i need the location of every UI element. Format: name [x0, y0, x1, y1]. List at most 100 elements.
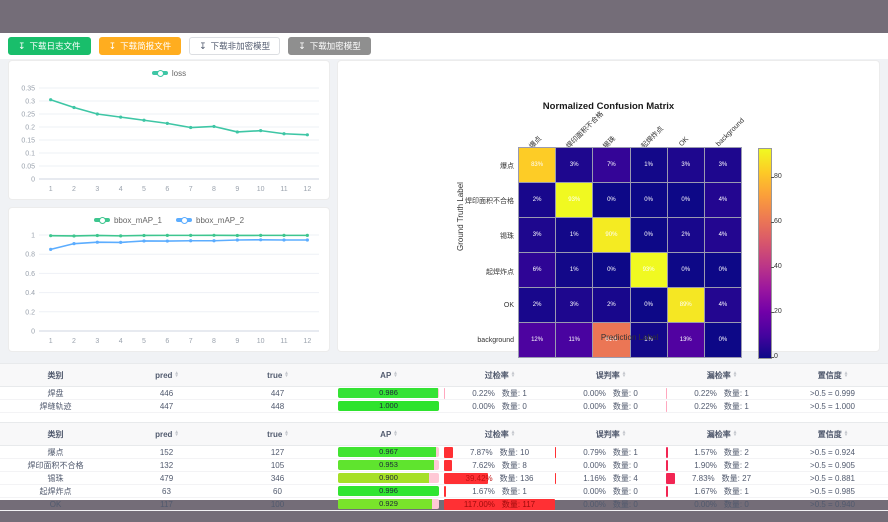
matrix-cell: 89%	[667, 288, 704, 322]
ap-bar	[338, 388, 438, 398]
column-header-label: 误判率	[595, 370, 620, 380]
column-header-label: true	[267, 429, 283, 439]
legend-label: bbox_mAP_2	[196, 215, 245, 225]
table-row[interactable]: 焊盘 446 447 0.986 0.22% 数量: 1 0.00% 数量: 0 0.22% 数量…	[0, 387, 888, 400]
column-header-过检率[interactable]: 过检率 ▴ ▾	[444, 370, 555, 381]
svg-text:9: 9	[235, 338, 239, 345]
rate-count: 数量: 1	[723, 401, 749, 411]
sort-caret-icon[interactable]: ▴ ▾	[511, 370, 515, 379]
column-header-true[interactable]: true ▴ ▾	[222, 430, 333, 439]
download-icon: ↧	[199, 40, 207, 51]
matrix-cell: 3%	[556, 148, 593, 182]
sort-caret-icon[interactable]: ▴ ▾	[175, 370, 178, 379]
button-label: 下载日志文件	[29, 41, 81, 51]
sort-caret-icon[interactable]: ▴ ▾	[394, 370, 397, 379]
svg-text:1: 1	[49, 338, 53, 345]
table-row[interactable]: OK 117 100 0.929 117.00% 数量: 117 0.00% 数量: 0 0.0…	[0, 498, 888, 511]
download-unencrypted-model-button[interactable]: ↧ 下载非加密模型	[189, 37, 281, 55]
matrix-cell: 7%	[593, 148, 630, 182]
table-row[interactable]: 锡珠 479 346 0.900 39.42% 数量: 136 1.16% 数量: 4 7.83…	[0, 472, 888, 485]
column-header-过检率[interactable]: 过检率 ▴ ▾	[444, 429, 555, 440]
ap-value: 0.967	[379, 447, 398, 456]
matrix-cell: 2%	[667, 218, 704, 252]
pred-value: 117	[160, 499, 173, 509]
column-header-误判率[interactable]: 误判率 ▴ ▾	[555, 429, 666, 440]
download-log-file-button[interactable]: ↧ 下载日志文件	[8, 37, 91, 55]
pred-value: 479	[159, 473, 174, 483]
loss-line-chart: 00.050.10.150.20.250.30.351 2 3 4 5 6 7 8 9 10 11 1…	[21, 86, 319, 193]
confusion-matrix-heatmap: 83% 3% 7% 1% 3% 3% 2% 93% 0% 0% 0% 4% 3% 1% 90% 0% 2% 4% 6…	[518, 147, 742, 358]
table-row[interactable]: 焊缝轨迹 447 448 1.000 0.00% 数量: 0 0.00% 数量: 0 0.22%…	[0, 400, 888, 413]
column-header-label: true	[267, 370, 283, 380]
svg-text:7: 7	[189, 186, 193, 193]
misjudge-rate-cell: 0.00% 数量: 0	[555, 401, 666, 412]
svg-text:2: 2	[72, 186, 76, 193]
column-header-置信度[interactable]: 置信度 ▴ ▾	[777, 429, 888, 440]
matrix-cell: 0%	[667, 253, 704, 287]
table-header-row: 类别 pred ▴ ▾ true ▴ ▾ AP ▴ ▾ 过检率 ▴ ▾ 误判率 ▴ ▾ 漏检率 ▴ ▾ 置信度 ▴ ▾	[0, 363, 888, 387]
column-header-pred[interactable]: pred ▴ ▾	[111, 430, 222, 439]
map-chart-legend: bbox_mAP_1 bbox_mAP_2	[9, 211, 329, 229]
matrix-cell: 0%	[593, 253, 630, 287]
true-value: 105	[270, 460, 285, 470]
true-value: 127	[270, 447, 285, 457]
download-report-file-button[interactable]: ↧ 下载简报文件	[98, 37, 182, 55]
rate-percent: 0.00%	[583, 388, 606, 398]
column-header-漏检率[interactable]: 漏检率 ▴ ▾	[666, 429, 777, 440]
matrix-cell: 13%	[667, 323, 704, 357]
table-row[interactable]: 起焊炸点 63 60 0.996 1.67% 数量: 1 0.00% 数量: 0 1.67% 数量…	[0, 485, 888, 498]
matrix-cell: 2%	[593, 288, 630, 322]
legend-item-bbox_mAP_2[interactable]: bbox_mAP_2	[176, 216, 244, 225]
rate-percent: 0.00%	[694, 499, 717, 509]
rate-count: 数量: 0	[612, 499, 638, 509]
table-row[interactable]: 焊印面积不合格 132 105 0.953 7.62% 数量: 8 0.00% 数量: 0 1.…	[0, 459, 888, 472]
matrix-cell: 6%	[519, 253, 556, 287]
column-header-true[interactable]: true ▴ ▾	[222, 371, 333, 380]
svg-text:6: 6	[165, 338, 169, 345]
loss-chart-card: loss 0 0.05 0.1 0.15 0.2 0.25 0.3 0.35 1 2 3 4 5 6 7 8 9…	[8, 60, 330, 200]
sort-caret-icon[interactable]: ▴ ▾	[733, 370, 737, 379]
rate-percent: 7.87%	[469, 447, 493, 457]
matrix-cell: 0%	[593, 183, 630, 217]
column-header-漏检率[interactable]: 漏检率 ▴ ▾	[666, 370, 777, 381]
legend-item-loss[interactable]: loss	[151, 69, 186, 78]
sort-caret-icon[interactable]: ▴ ▾	[622, 429, 626, 438]
column-header-pred[interactable]: pred ▴ ▾	[111, 371, 222, 380]
sort-caret-icon[interactable]: ▴ ▾	[511, 429, 515, 438]
sort-caret-icon[interactable]: ▴ ▾	[844, 370, 848, 379]
matrix-cell: 0%	[704, 323, 741, 357]
sort-caret-icon[interactable]: ▴ ▾	[394, 429, 397, 438]
miss-rate-cell: 1.90% 数量: 2	[666, 459, 777, 471]
rate-bar	[555, 446, 556, 458]
over-rate-cell: 0.22% 数量: 1	[444, 387, 555, 399]
column-header-label: 漏检率	[706, 429, 731, 439]
sort-caret-icon[interactable]: ▴ ▾	[733, 429, 737, 438]
matrix-cell: 0%	[704, 253, 741, 287]
download-encrypted-model-button[interactable]: ↧ 下载加密模型	[288, 37, 371, 55]
legend-marker-icon	[151, 69, 168, 77]
svg-text:0.2: 0.2	[25, 125, 35, 132]
matrix-cell: 83%	[519, 148, 556, 182]
sort-caret-icon[interactable]: ▴ ▾	[844, 429, 848, 438]
sort-caret-icon[interactable]: ▴ ▾	[285, 370, 288, 379]
rate-percent: 0.00%	[583, 499, 606, 509]
sort-caret-icon[interactable]: ▴ ▾	[285, 429, 288, 438]
rate-count: 数量: 4	[612, 473, 638, 483]
sort-caret-icon[interactable]: ▴ ▾	[175, 429, 178, 438]
table-row[interactable]: 爆点 152 127 0.967 7.87% 数量: 10 0.79% 数量: 1 1.57% 数…	[0, 446, 888, 459]
miss-rate-cell: 1.57% 数量: 2	[666, 446, 777, 458]
svg-text:1: 1	[31, 233, 35, 240]
ap-cell: 0.967	[333, 447, 444, 457]
column-header-AP[interactable]: AP ▴ ▾	[333, 371, 444, 380]
rate-count: 数量: 1	[501, 388, 527, 398]
rate-count: 数量: 0	[501, 401, 527, 411]
legend-item-bbox_mAP_1[interactable]: bbox_mAP_1	[93, 216, 162, 225]
column-header-置信度[interactable]: 置信度 ▴ ▾	[777, 370, 888, 381]
column-header-AP[interactable]: AP ▴ ▾	[333, 430, 444, 439]
sort-caret-icon[interactable]: ▴ ▾	[622, 370, 626, 379]
column-header-误判率[interactable]: 误判率 ▴ ▾	[555, 370, 666, 381]
rate-percent: 1.16%	[583, 473, 606, 483]
class-label: OK	[49, 499, 62, 509]
colorbar-tick-mark	[771, 356, 774, 358]
metrics-table-2: 类别 pred ▴ ▾ true ▴ ▾ AP ▴ ▾ 过检率 ▴ ▾ 误判率 ▴ ▾ 漏检率 ▴ ▾ 置信度 ▴ ▾ 爆点…	[0, 422, 888, 511]
